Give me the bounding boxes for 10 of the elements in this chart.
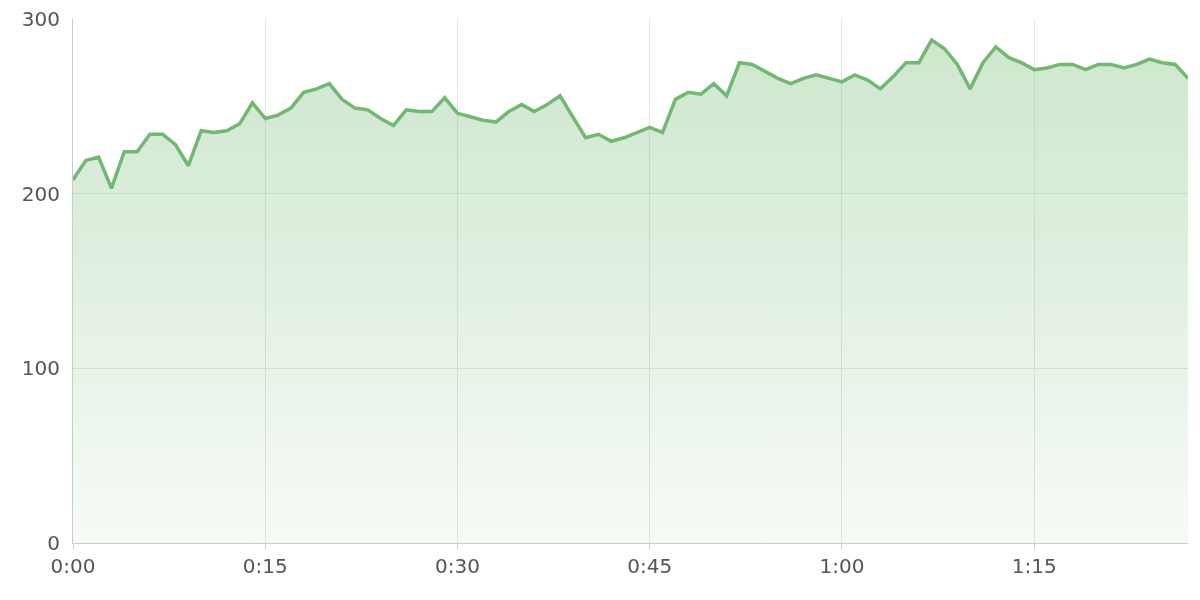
x-tick-label: 1:00: [819, 554, 865, 578]
x-tick-label: 1:15: [1011, 554, 1057, 578]
y-tick-label: 300: [21, 7, 60, 31]
y-tick-label: 100: [21, 356, 60, 381]
x-tick-label: 0:15: [242, 554, 288, 578]
y-tick-label: 0: [47, 531, 60, 555]
x-tick-label: 0:00: [50, 554, 96, 578]
x-tick-label: 0:45: [627, 554, 673, 578]
x-tick-label: 0:30: [435, 554, 480, 578]
y-tick-label: 200: [21, 181, 60, 206]
